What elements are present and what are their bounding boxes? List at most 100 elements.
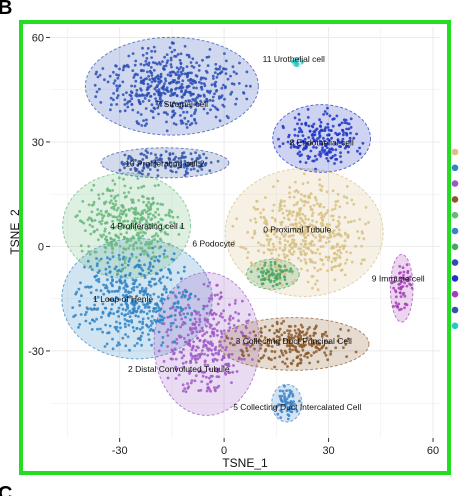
cluster-2-point	[201, 329, 205, 333]
cluster-2-point	[210, 352, 214, 356]
cluster-3-point	[296, 340, 300, 343]
cluster-2-point	[205, 346, 209, 350]
cluster-3-point	[270, 350, 274, 353]
cluster-4-point	[167, 213, 171, 217]
cluster-1-point	[126, 335, 130, 339]
cluster-6-point	[259, 270, 263, 274]
cluster-1-point	[108, 257, 112, 261]
cluster-1-point	[117, 341, 120, 344]
cluster-7-point	[149, 94, 153, 98]
cluster-4-point	[119, 209, 123, 213]
cluster-0-point	[316, 269, 320, 273]
cluster-0-point	[262, 208, 265, 212]
cluster-0-point	[311, 260, 314, 264]
cluster-2-point	[195, 312, 199, 316]
cluster-4-point	[100, 222, 103, 226]
cluster-6-point	[275, 275, 279, 279]
cluster-2-point	[218, 297, 222, 301]
cluster-0-point	[259, 243, 263, 247]
cluster-3-point	[280, 351, 284, 355]
cluster-2-point	[174, 367, 178, 371]
cluster-7-point	[186, 84, 190, 88]
cluster-4-point	[92, 183, 96, 187]
cluster-0-point	[290, 272, 294, 275]
cluster-4-point	[97, 212, 101, 216]
cluster-4-point	[86, 218, 90, 222]
cluster-0-point	[288, 186, 292, 189]
cluster-1-point	[163, 285, 167, 289]
cluster-1-point	[121, 307, 125, 311]
cluster-8-label: 8 Endothelial cell	[289, 137, 353, 147]
cluster-1-point	[106, 331, 109, 335]
cluster-7-point	[172, 101, 176, 105]
cluster-2-point	[205, 375, 208, 379]
cluster-4-point	[98, 220, 101, 224]
cluster-0-point	[316, 288, 320, 292]
cluster-8-point	[298, 144, 301, 148]
cluster-7-point	[235, 97, 239, 101]
cluster-2-point	[197, 311, 200, 314]
cluster-10-point	[118, 168, 122, 172]
cluster-1-point	[189, 318, 192, 322]
cluster-7-point	[215, 75, 219, 79]
cluster-1-point	[138, 283, 142, 287]
cluster-4-point	[125, 231, 129, 235]
cluster-7-point	[147, 61, 151, 65]
cluster-7-point	[197, 93, 200, 97]
cluster-1-point	[161, 336, 165, 339]
cluster-0-point	[312, 243, 316, 247]
cluster-0-point	[357, 236, 361, 240]
cluster-2-point	[194, 348, 198, 352]
cluster-2-point	[248, 331, 252, 335]
cluster-10-point	[194, 151, 198, 155]
cluster-1-point	[77, 287, 81, 291]
cluster-7-point	[218, 71, 222, 75]
cluster-0-point	[336, 219, 340, 223]
cluster-10-point	[142, 166, 146, 169]
cluster-3-point	[310, 343, 314, 347]
cluster-7-point	[224, 72, 228, 75]
cluster-1-point	[188, 306, 192, 310]
cluster-0-point	[294, 180, 297, 184]
cluster-7-point	[150, 103, 154, 107]
cluster-10-point	[172, 158, 176, 162]
cluster-0-point	[306, 280, 310, 284]
cluster-10-point	[185, 167, 189, 170]
cluster-8-point	[309, 141, 313, 145]
cluster-2-point	[227, 356, 231, 359]
cluster-3-point	[272, 337, 276, 341]
cluster-9-point	[399, 295, 403, 298]
cluster-3-point	[320, 335, 324, 338]
cluster-7-point	[181, 79, 185, 83]
cluster-5-point	[283, 395, 287, 399]
cluster-4-point	[153, 215, 157, 219]
cluster-1-point	[104, 286, 107, 290]
cluster-4-point	[90, 219, 94, 223]
cluster-3-point	[297, 350, 300, 354]
cluster-1-point	[106, 278, 109, 282]
grid-lines	[50, 27, 440, 438]
cluster-8-point	[327, 128, 331, 132]
cluster-1-point	[122, 286, 126, 290]
cluster-2-point	[191, 330, 195, 334]
cluster-10-point	[154, 162, 158, 166]
cluster-0-point	[318, 183, 322, 187]
cluster-3-point	[329, 352, 332, 356]
cluster-1-point	[153, 259, 157, 263]
cluster-2-point	[194, 358, 198, 362]
cluster-7-point	[162, 65, 166, 68]
cluster-2-point	[207, 386, 210, 389]
cluster-3-point	[264, 341, 267, 345]
cluster-2-point	[203, 363, 207, 367]
cluster-7-point	[139, 113, 143, 116]
cluster-7-point	[179, 86, 183, 90]
cluster-2-point	[210, 348, 213, 352]
cluster-3-point	[309, 337, 312, 340]
cluster-4-point	[154, 222, 157, 226]
cluster-10-point	[183, 159, 187, 163]
cluster-2-point	[166, 328, 170, 331]
cluster-10-point	[194, 159, 198, 163]
cluster-3-point	[312, 351, 316, 355]
cluster-4-point	[159, 239, 163, 242]
cluster-0-point	[345, 250, 348, 254]
